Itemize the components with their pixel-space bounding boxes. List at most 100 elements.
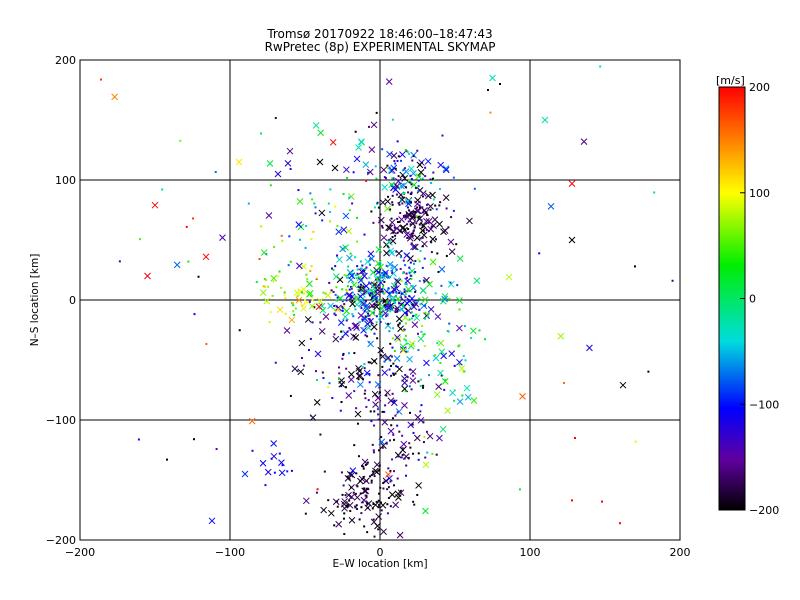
data-point-dot xyxy=(418,297,421,300)
data-point-dot xyxy=(357,378,360,381)
data-point-dot xyxy=(408,295,411,298)
data-point-dot xyxy=(356,272,359,275)
data-point-cross xyxy=(276,306,284,313)
data-point-cross xyxy=(456,358,463,366)
data-point-cross xyxy=(442,166,450,174)
data-point-dot xyxy=(260,132,263,135)
data-point-dot xyxy=(380,290,383,293)
data-point-dot xyxy=(356,265,359,268)
data-point-cross xyxy=(173,261,181,269)
data-point-dot xyxy=(382,272,385,275)
data-point-dot xyxy=(453,399,456,402)
y-tick-label: 0 xyxy=(69,294,76,307)
data-point-dot xyxy=(408,318,411,321)
data-point-dot xyxy=(365,487,368,490)
data-point-dot xyxy=(273,245,276,248)
data-point-cross xyxy=(420,302,428,310)
data-point-dot xyxy=(382,291,385,294)
data-point-dot xyxy=(365,405,368,408)
data-point-cross xyxy=(401,402,408,409)
data-point-cross xyxy=(386,260,394,268)
data-point-cross xyxy=(390,399,398,407)
data-point-dot xyxy=(377,528,380,531)
data-point-dot xyxy=(338,372,341,375)
data-point-dot xyxy=(374,165,377,168)
data-point-dot xyxy=(372,221,375,224)
data-point-dot xyxy=(414,299,417,302)
data-point-cross xyxy=(304,316,312,323)
data-point-dot xyxy=(316,488,319,491)
colorbar-ticks: 200 100 0 −100 −200 xyxy=(740,81,779,517)
data-point-dot xyxy=(392,372,395,375)
data-point-dot xyxy=(354,274,357,277)
data-point-dot xyxy=(395,250,398,253)
data-point-dot xyxy=(425,203,428,206)
data-point-cross xyxy=(313,399,321,406)
data-point-dot xyxy=(368,276,371,279)
data-point-cross xyxy=(391,263,399,271)
data-point-dot xyxy=(362,270,365,273)
data-point-cross xyxy=(395,408,403,415)
data-point-dot xyxy=(452,209,455,212)
data-point-cross xyxy=(386,474,393,482)
data-point-dot xyxy=(407,152,410,155)
data-point-cross xyxy=(409,220,417,227)
data-point-dot xyxy=(329,220,332,223)
data-point-dot xyxy=(406,223,409,226)
data-point-dot xyxy=(364,334,367,337)
data-point-cross xyxy=(619,381,627,389)
data-point-dot xyxy=(380,300,383,303)
data-point-dot xyxy=(404,390,407,393)
data-point-dot xyxy=(396,217,399,220)
data-point-cross xyxy=(387,427,395,435)
data-point-dot xyxy=(356,240,359,243)
data-point-dot xyxy=(473,187,476,190)
data-point-cross xyxy=(394,278,402,286)
data-point-dot xyxy=(415,302,418,305)
data-point-cross xyxy=(541,116,549,124)
data-point-dot xyxy=(268,321,271,324)
data-point-dot xyxy=(413,216,416,219)
data-point-cross xyxy=(347,376,355,384)
data-point-dot xyxy=(349,285,352,288)
data-point-dot xyxy=(301,304,304,307)
data-point-dot xyxy=(378,492,381,495)
data-point-dot xyxy=(396,310,399,313)
data-point-cross xyxy=(390,270,397,277)
data-point-dot xyxy=(381,365,384,368)
data-point-dot xyxy=(289,260,292,263)
data-point-dot xyxy=(406,376,409,379)
data-point-dot xyxy=(367,314,370,317)
data-point-dot xyxy=(599,65,602,68)
data-point-dot xyxy=(368,293,371,296)
data-point-dot xyxy=(342,352,345,355)
data-point-dot xyxy=(356,422,359,425)
data-point-cross xyxy=(342,244,349,251)
data-point-dot xyxy=(410,232,413,235)
data-point-cross xyxy=(449,389,456,397)
data-point-dot xyxy=(287,264,290,267)
data-point-cross xyxy=(568,180,576,187)
data-point-cross xyxy=(348,493,356,501)
data-point-cross xyxy=(411,321,419,328)
data-point-dot xyxy=(369,361,372,364)
data-point-dot xyxy=(421,177,424,180)
data-point-cross xyxy=(144,272,151,280)
data-point-dot xyxy=(653,191,656,194)
data-point-dot xyxy=(368,125,371,128)
data-point-dot xyxy=(392,177,395,180)
data-point-dot xyxy=(404,167,407,170)
data-point-dot xyxy=(365,373,368,376)
data-point-dot xyxy=(420,404,423,407)
data-point-dot xyxy=(396,424,399,427)
data-point-dot xyxy=(345,299,348,302)
data-point-dot xyxy=(342,193,345,196)
data-point-dot xyxy=(272,280,275,283)
data-point-dot xyxy=(403,338,406,341)
data-point-cross xyxy=(384,205,391,213)
data-point-dot xyxy=(671,279,674,282)
data-point-dot xyxy=(397,155,400,158)
data-point-cross xyxy=(386,238,393,246)
data-point-cross xyxy=(419,190,427,197)
data-point-dot xyxy=(364,397,367,400)
